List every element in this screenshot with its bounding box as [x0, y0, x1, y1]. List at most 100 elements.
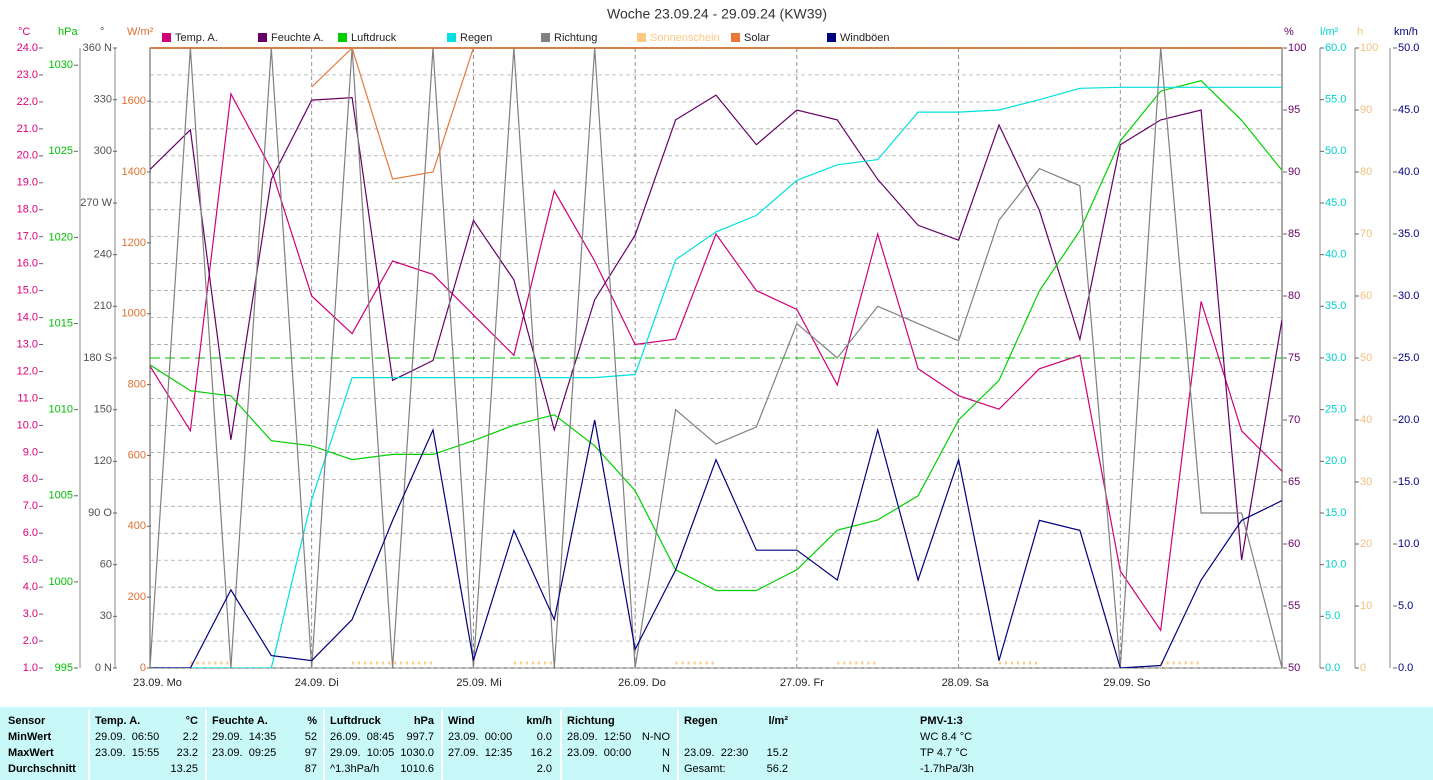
x-tick-label: 27.09. Fr [780, 677, 824, 689]
y-tick-label: 5.0 [23, 554, 38, 566]
y-tick-label: 24.0 [17, 42, 38, 54]
table-cell: MinWert [8, 731, 52, 743]
y-tick-label: 19.0 [17, 177, 38, 189]
table-unit: hPa [414, 715, 435, 727]
y-tick-label: 70 [1360, 228, 1372, 240]
y-tick-label: 95 [1288, 104, 1300, 116]
y-tick-label: 45.0 [1398, 104, 1419, 116]
table-time: 23.09. 15:55 [95, 747, 159, 759]
legend-swatch [258, 33, 267, 42]
legend-label: Temp. A. [175, 32, 218, 44]
table-value: N-NO [642, 731, 671, 743]
y-tick-label: 1015 [49, 317, 73, 329]
table-time: 23.09. 00:00 [567, 747, 631, 759]
y-tick-label: 1.0 [23, 662, 38, 674]
y-tick-label: 7.0 [23, 500, 38, 512]
legend-swatch [447, 33, 456, 42]
y-tick-label: 1010 [49, 404, 73, 416]
legend-label: Luftdruck [351, 32, 397, 44]
table-value: 52 [305, 731, 317, 743]
y-tick-label: 35.0 [1325, 300, 1346, 312]
table-header: PMV-1:3 [920, 715, 963, 727]
series-line [150, 48, 1282, 668]
table-value: 56.2 [767, 763, 788, 775]
grid [150, 47, 1282, 669]
y-tick-label: 20.0 [17, 150, 38, 162]
y-tick-label: 85 [1288, 228, 1300, 240]
y-tick-label: 1000 [122, 308, 146, 320]
table-value: 16.2 [531, 747, 552, 759]
y-tick-label: 400 [128, 520, 146, 532]
table-header: Regen [684, 715, 718, 727]
table-value: 97 [305, 747, 317, 759]
y-tick-label: 30 [100, 610, 112, 622]
y-tick-label: 4.0 [23, 581, 38, 593]
y-tick-label: 22.0 [17, 96, 38, 108]
axis-unit: % [1284, 26, 1294, 38]
y-tick-label: 13.0 [17, 338, 38, 350]
y-tick-label: 210 [94, 300, 112, 312]
axis-unit: °C [18, 26, 30, 38]
y-tick-label: 30.0 [1325, 352, 1346, 364]
y-tick-label: 20.0 [1398, 414, 1419, 426]
table-unit: % [307, 715, 317, 727]
y-tick-label: 1400 [122, 166, 146, 178]
y-tick-label: 25.0 [1398, 352, 1419, 364]
axis-unit: km/h [1394, 26, 1418, 38]
legend-label: Richtung [554, 32, 597, 44]
legend-label: Regen [460, 32, 492, 44]
y-tick-label: 12.0 [17, 365, 38, 377]
legend-swatch [541, 33, 550, 42]
legend-swatch [827, 33, 836, 42]
y-tick-label: 30.0 [1398, 290, 1419, 302]
table-time: 23.09. 00:00 [448, 731, 512, 743]
axis-unit: l/m² [1320, 26, 1339, 38]
axis-unit: ° [100, 26, 104, 38]
y-tick-label: 3.0 [23, 608, 38, 620]
legend-swatch [162, 33, 171, 42]
table-unit: °C [186, 715, 198, 727]
y-tick-label: 90 O [88, 507, 112, 519]
y-tick-label: 180 S [83, 352, 112, 364]
legend-swatch [338, 33, 347, 42]
y-tick-label: 5.0 [1325, 610, 1340, 622]
y-tick-label: 20.0 [1325, 455, 1346, 467]
y-tick-label: 1025 [49, 145, 73, 157]
y-tick-label: 100 [1360, 42, 1378, 54]
table-header: Wind [448, 715, 475, 727]
table-value: 87 [305, 763, 317, 775]
y-tick-label: 50 [1360, 352, 1372, 364]
table-value: 997.7 [406, 731, 434, 743]
y-tick-label: 2.0 [23, 635, 38, 647]
y-tick-label: 15.0 [17, 285, 38, 297]
y-tick-label: 11.0 [17, 392, 38, 404]
y-tick-label: 90 [1288, 166, 1300, 178]
y-tick-label: 30 [1360, 476, 1372, 488]
table-value: 0.0 [537, 731, 552, 743]
legend-label: Windböen [840, 32, 890, 44]
y-tick-label: 600 [128, 449, 146, 461]
axis-unit: hPa [58, 26, 78, 38]
y-tick-label: 14.0 [17, 311, 38, 323]
y-tick-label: 23.0 [17, 69, 38, 81]
chart-background [0, 0, 1433, 705]
table-header: Sensor [8, 715, 46, 727]
y-tick-label: 9.0 [23, 446, 38, 458]
table-value: N [662, 763, 670, 775]
legend-label: Sonnenschein [650, 32, 720, 44]
axis-unit: W/m² [127, 26, 154, 38]
y-tick-label: 20 [1360, 538, 1372, 550]
series-lines [150, 48, 1282, 668]
y-tick-label: 270 W [80, 197, 112, 209]
axes: °C 1.0 2.0 3.0 4.0 5.0 6.0 7.0 8.0 9.0 10.0 11.0 12.… [17, 26, 1420, 689]
axis-unit: h [1357, 26, 1363, 38]
series-line [150, 419, 1282, 668]
y-tick-label: 1020 [49, 231, 73, 243]
table-cell: MaxWert [8, 747, 54, 759]
y-tick-label: 60 [1360, 290, 1372, 302]
table-time: 26.09. 08:45 [330, 731, 394, 743]
legend-label: Feuchte A. [271, 32, 324, 44]
y-tick-label: 0.0 [1398, 662, 1413, 674]
table-cell: WC 8.4 °C [920, 731, 972, 743]
